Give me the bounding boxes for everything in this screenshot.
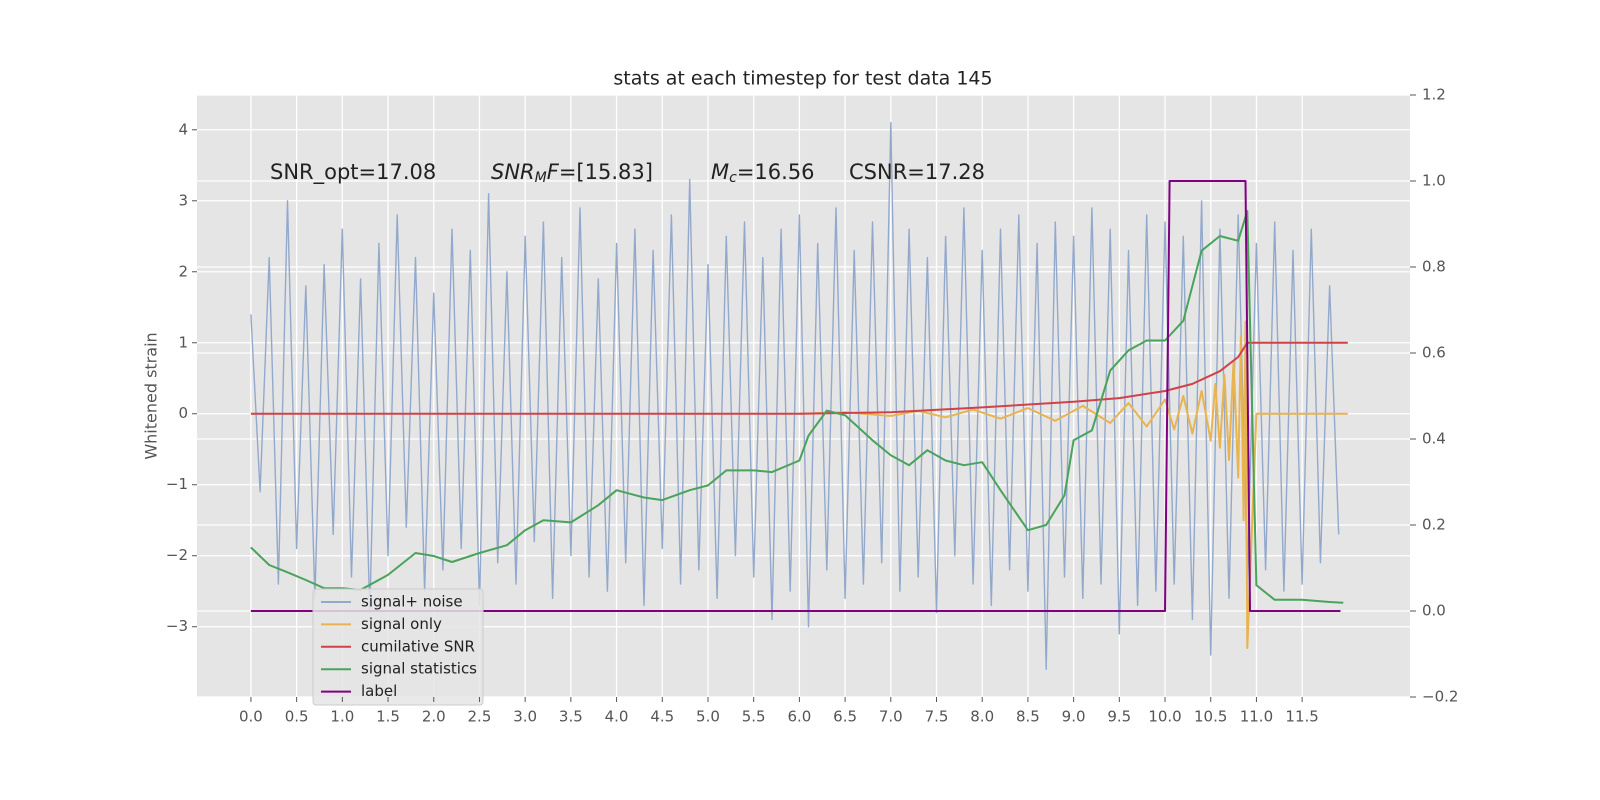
annotation-part: CSNR=17.28 [849,160,985,184]
annotation: SNR_opt=17.08 [270,160,436,185]
y2-tick-label: −0.2 [1422,688,1458,706]
x-tick-label: 5.0 [696,708,720,726]
annotation-part: c [729,170,737,186]
x-tick-label: 6.5 [833,708,857,726]
x-tick-label: 1.5 [376,708,400,726]
legend-label: signal statistics [361,660,477,678]
y-tick-label: −2 [166,546,188,564]
series-line [250,180,1341,612]
x-tick-label: 4.0 [605,708,629,726]
annotation-part: SNR_opt=17.08 [270,160,436,185]
series-line [250,122,1340,670]
series-line [250,341,1348,415]
x-tick-label: 7.5 [925,708,949,726]
x-tick-label: 10.5 [1194,708,1227,726]
annotation-part: F=[15.83] [547,160,653,184]
annotation-part: M [711,160,729,184]
x-tick-label: 0.5 [285,708,309,726]
series-line [799,320,1348,649]
x-tick-label: 3.5 [559,708,583,726]
x-tick-label: 2.0 [422,708,446,726]
x-tick-label: 6.0 [787,708,811,726]
annotation-part: M [535,170,547,186]
x-tick-label: 5.5 [742,708,766,726]
annotation-part: =16.56 [737,160,815,184]
legend-label: signal only [361,615,442,633]
x-tick-label: 9.0 [1062,708,1086,726]
x-tick-label: 9.5 [1107,708,1131,726]
x-tick-label: 8.5 [1016,708,1040,726]
y2-tick-label: 0.4 [1422,430,1446,448]
y2-tick-label: 0.0 [1422,602,1446,620]
x-tick-label: 0.0 [239,708,263,726]
y-tick-label: 2 [178,262,188,280]
chart-title: stats at each timestep for test data 145 [613,68,992,90]
x-tick-label: 2.5 [468,708,492,726]
annotation-part: SNR [491,160,535,184]
y2-tick-label: 1.0 [1422,172,1446,190]
y2-tick-label: 0.2 [1422,516,1446,534]
x-tick-label: 1.0 [330,708,354,726]
y-tick-label: 3 [178,191,188,209]
annotation: SNRMF=[15.83] [491,160,653,186]
marks [250,122,1348,670]
legend-box [312,588,484,706]
y-tick-label: −3 [166,617,188,635]
x-tick-label: 11.5 [1285,708,1318,726]
legend: signal+ noise signal only cumilative SNR si… [312,588,484,706]
y-tick-label: 1 [178,333,188,351]
legend-label: cumilative SNR [361,637,475,655]
y2-tick-label: 0.8 [1422,258,1446,276]
legend-label: label [361,682,397,700]
series-line [250,210,1344,604]
y-axis-label: Whitened strain [142,332,161,459]
y-tick-label: −1 [166,475,188,493]
y-tick-label: 4 [178,120,188,138]
x-tick-label: 10.0 [1148,708,1181,726]
x-tick-label: 3.0 [513,708,537,726]
x-tick-label: 11.0 [1240,708,1273,726]
y2-tick-label: 0.6 [1422,344,1446,362]
x-tick-label: 4.5 [650,708,674,726]
y-tick-label: 0 [178,404,188,422]
x-tick-label: 7.0 [879,708,903,726]
annotation: Mc=16.56 [711,160,815,186]
x-tick-label: 8.0 [970,708,994,726]
legend-label: signal+ noise [361,593,463,611]
annotation: CSNR=17.28 [849,160,985,184]
y2-tick-label: 1.2 [1422,86,1446,104]
